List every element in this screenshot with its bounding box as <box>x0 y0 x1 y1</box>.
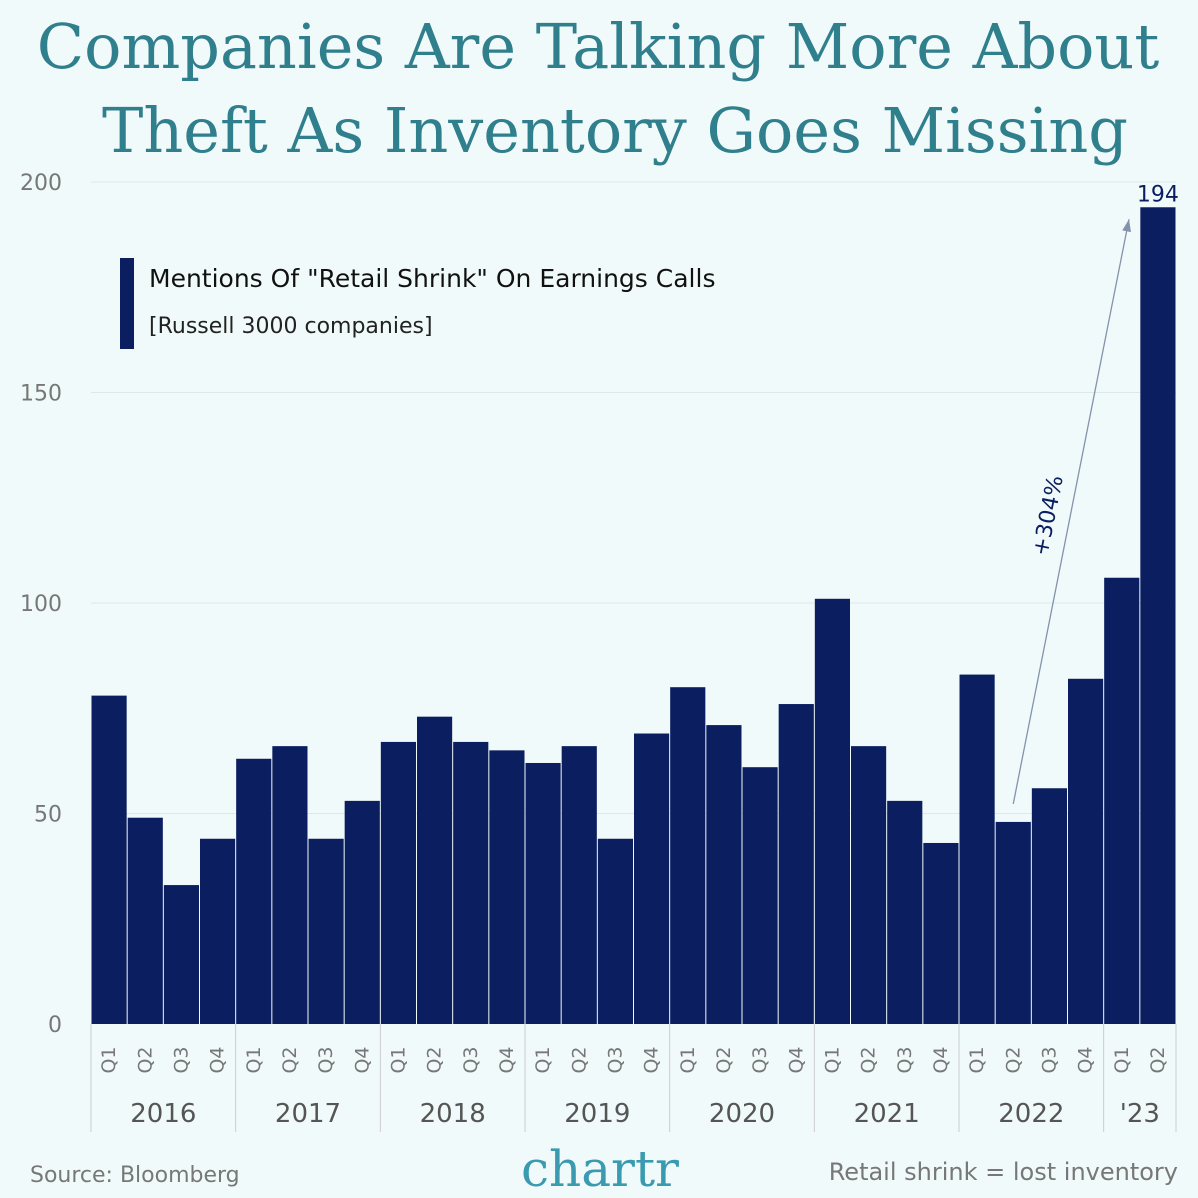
legend-swatch <box>120 258 134 349</box>
bar <box>200 838 236 1024</box>
x-tick-label: Q3 <box>749 1046 771 1073</box>
bar <box>525 762 561 1024</box>
bar <box>1068 678 1104 1024</box>
year-label: 2020 <box>709 1099 775 1129</box>
x-tick-label: Q4 <box>496 1046 518 1073</box>
bar <box>1140 207 1176 1024</box>
bar <box>1031 788 1067 1024</box>
bar <box>127 817 163 1024</box>
x-tick-label: Q4 <box>1075 1046 1097 1073</box>
brand-logo: chartr <box>521 1140 679 1198</box>
year-label: 2022 <box>998 1099 1064 1129</box>
year-label: 2018 <box>420 1099 486 1129</box>
x-tick-label: Q4 <box>641 1046 663 1073</box>
legend-sublabel: [Russell 3000 companies] <box>149 314 433 339</box>
bar <box>923 842 959 1024</box>
bar <box>814 598 850 1024</box>
arrow-head-icon <box>1122 219 1131 233</box>
x-tick-label: Q1 <box>532 1046 554 1073</box>
legend: Mentions Of "Retail Shrink" On Earnings … <box>120 258 715 349</box>
chart-title-line-1: Companies Are Talking More About <box>37 10 1160 83</box>
x-tick-label: Q1 <box>387 1046 409 1073</box>
bar <box>308 838 344 1024</box>
year-label: 2019 <box>564 1099 630 1129</box>
x-tick-label: Q2 <box>424 1046 446 1073</box>
bar <box>887 800 923 1024</box>
x-tick-label: Q1 <box>677 1046 699 1073</box>
bar <box>163 885 199 1024</box>
x-tick-label: Q4 <box>785 1046 807 1073</box>
bar <box>344 800 380 1024</box>
annotation-arrow <box>1012 219 1130 805</box>
x-tick-label: Q3 <box>170 1046 192 1073</box>
bar <box>236 758 272 1024</box>
bar <box>959 674 995 1024</box>
year-label: 2016 <box>130 1099 196 1129</box>
x-tick-label: Q2 <box>279 1046 301 1073</box>
bar <box>634 733 670 1024</box>
y-tick-label: 100 <box>20 592 62 617</box>
x-tick-label: Q3 <box>1038 1046 1060 1073</box>
year-label: '23 <box>1120 1099 1160 1129</box>
bar <box>851 746 887 1024</box>
x-tick-label: Q4 <box>930 1046 952 1073</box>
year-label: 2021 <box>854 1099 920 1129</box>
annotation-label: +304% <box>1028 473 1068 558</box>
bar <box>1104 577 1140 1024</box>
x-tick-label: Q2 <box>1147 1046 1169 1073</box>
bar <box>453 741 489 1024</box>
bar <box>489 750 525 1024</box>
x-tick-label: Q1 <box>98 1046 120 1073</box>
legend-label: Mentions Of "Retail Shrink" On Earnings … <box>149 264 715 293</box>
x-tick-label: Q3 <box>894 1046 916 1073</box>
x-tick-label: Q3 <box>460 1046 482 1073</box>
bar <box>597 838 633 1024</box>
bar <box>380 741 416 1024</box>
y-tick-label: 150 <box>20 382 62 407</box>
bar <box>272 746 308 1024</box>
x-tick-label: Q2 <box>858 1046 880 1073</box>
x-tick-label: Q1 <box>243 1046 265 1073</box>
bar <box>670 687 706 1024</box>
footer-note: Retail shrink = lost inventory <box>829 1158 1178 1186</box>
data-label: 194 <box>1137 182 1179 207</box>
x-tick-label: Q2 <box>713 1046 735 1073</box>
bar <box>995 821 1031 1024</box>
x-tick-label: Q2 <box>134 1046 156 1073</box>
bar <box>706 725 742 1024</box>
bar <box>742 767 778 1024</box>
x-tick-label: Q1 <box>1111 1046 1133 1073</box>
x-tick-label: Q3 <box>604 1046 626 1073</box>
bar <box>778 704 814 1024</box>
y-tick-label: 50 <box>34 803 62 828</box>
year-label: 2017 <box>275 1099 341 1129</box>
x-tick-label: Q4 <box>351 1046 373 1073</box>
bar <box>91 695 127 1024</box>
x-tick-label: Q1 <box>966 1046 988 1073</box>
y-tick-label: 200 <box>20 171 62 196</box>
x-tick-label: Q1 <box>821 1046 843 1073</box>
bar <box>561 746 597 1024</box>
x-tick-label: Q2 <box>1002 1046 1024 1073</box>
x-tick-label: Q3 <box>315 1046 337 1073</box>
x-tick-label: Q4 <box>207 1046 229 1073</box>
bar <box>417 716 453 1024</box>
chart-title-line-2: Theft As Inventory Goes Missing <box>102 94 1128 167</box>
footer-source: Source: Bloomberg <box>30 1163 240 1188</box>
y-tick-label: 0 <box>48 1013 62 1038</box>
x-tick-label: Q2 <box>568 1046 590 1073</box>
